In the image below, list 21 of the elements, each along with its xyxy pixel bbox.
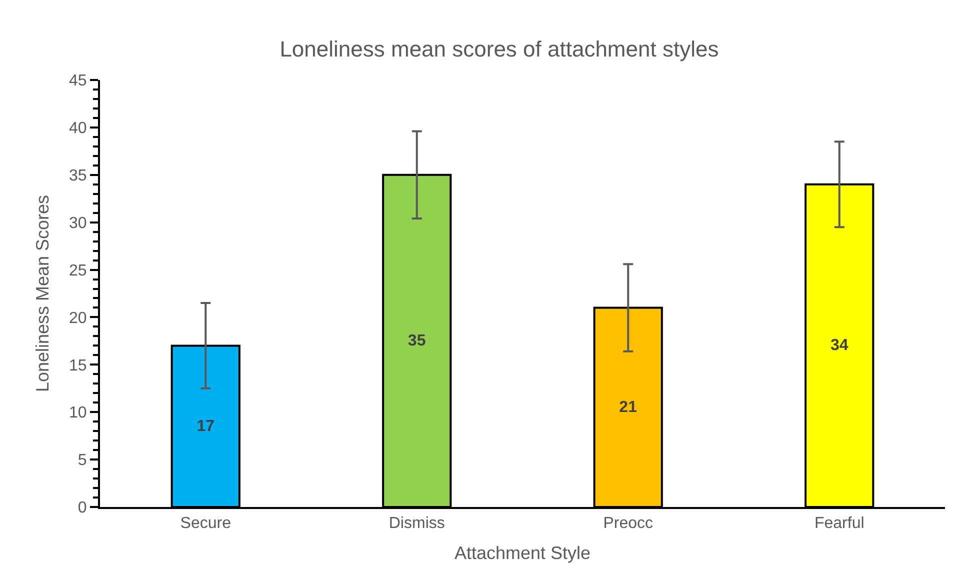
data-label: 17 — [196, 418, 215, 435]
y-tick-label: 45 — [69, 72, 87, 90]
y-tick-label: 0 — [78, 500, 87, 517]
y-tick-label: 40 — [69, 120, 87, 138]
y-tick-label: 25 — [69, 262, 87, 280]
x-tick-label: Preocc — [603, 515, 654, 532]
y-tick-label: 20 — [69, 310, 87, 327]
data-label: 34 — [830, 337, 848, 354]
y-axis-title: Loneliness Mean Scores — [32, 194, 53, 392]
y-tick-label: 30 — [69, 214, 87, 232]
y-tick-label: 5 — [78, 452, 87, 470]
chart-title: Loneliness mean scores of attachment styles — [280, 36, 719, 62]
x-tick-label: Dismiss — [388, 515, 445, 532]
data-label: 35 — [408, 332, 426, 350]
x-tick-label: Fearful — [814, 515, 864, 532]
y-tick-label: 10 — [69, 404, 87, 422]
y-tick-label: 15 — [69, 357, 87, 374]
data-label: 21 — [619, 398, 638, 416]
x-axis-title: Attachment Style — [454, 542, 591, 563]
y-tick-label: 35 — [69, 167, 87, 184]
x-tick-label: Secure — [180, 515, 232, 532]
